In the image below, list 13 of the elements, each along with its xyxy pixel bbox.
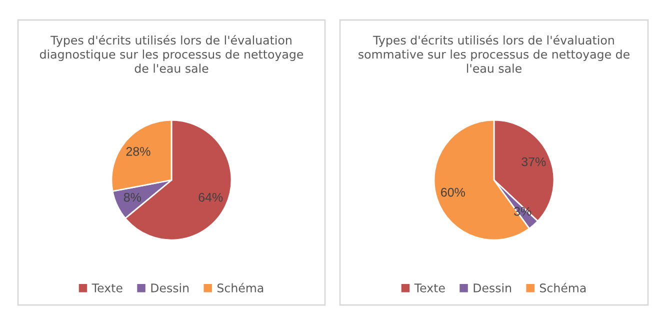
chart-title: Types d'écrits utilisés lors de l'évaluation diagnostique sur les processus de nettoyage de l'eau sale — [40, 35, 304, 73]
chart-title: Types d'écrits utilisés lors de l'évaluation sommative sur les processus de nettoyage de l'eau sale — [358, 35, 630, 73]
data-label: 64% — [198, 192, 223, 202]
legend-label: Texte — [92, 284, 122, 292]
data-label: 8% — [124, 192, 141, 202]
data-label: 60% — [441, 188, 465, 197]
data-label: 28% — [126, 146, 150, 156]
legend-label: Schéma — [540, 282, 586, 292]
legend-label: Dessin — [474, 283, 512, 292]
legend-label: Texte — [414, 284, 445, 292]
legend-label: Dessin — [151, 283, 189, 292]
legend-label: Schéma — [217, 282, 264, 292]
data-label: 37% — [522, 157, 546, 166]
